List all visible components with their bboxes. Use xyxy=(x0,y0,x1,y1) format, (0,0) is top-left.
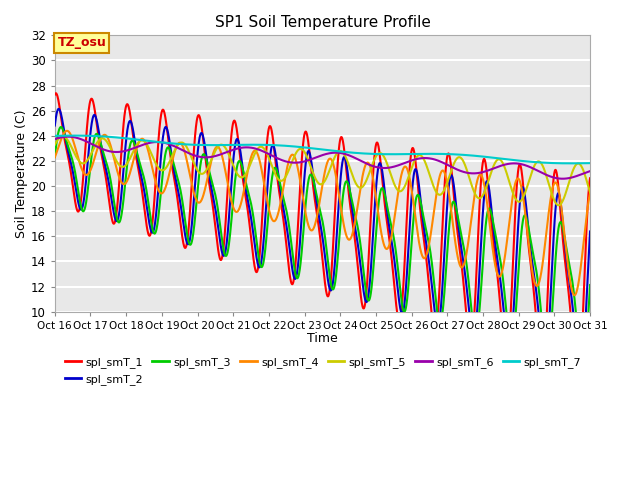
spl_smT_6 xyxy=(572,174,579,180)
spl_smT_2 xyxy=(54,106,62,112)
Line: spl_smT_2: spl_smT_2 xyxy=(55,109,590,372)
spl_smT_6 xyxy=(586,168,594,174)
spl_smT_3 xyxy=(579,365,587,371)
spl_smT_4 xyxy=(79,168,86,173)
spl_smT_4 xyxy=(571,292,579,298)
spl_smT_5 xyxy=(571,164,579,169)
Line: spl_smT_6: spl_smT_6 xyxy=(55,137,590,179)
spl_smT_2 xyxy=(312,190,319,195)
X-axis label: Time: Time xyxy=(307,332,338,345)
spl_smT_7 xyxy=(79,133,86,139)
Legend: spl_smT_1, spl_smT_2, spl_smT_3, spl_smT_4, spl_smT_5, spl_smT_6, spl_smT_7: spl_smT_1, spl_smT_2, spl_smT_3, spl_smT… xyxy=(60,353,586,389)
Text: TZ_osu: TZ_osu xyxy=(58,36,106,49)
spl_smT_1 xyxy=(571,362,579,368)
spl_smT_1 xyxy=(79,184,86,190)
spl_smT_2 xyxy=(51,123,59,129)
spl_smT_4 xyxy=(51,155,59,160)
spl_smT_1 xyxy=(51,92,59,97)
spl_smT_5 xyxy=(586,190,594,195)
spl_smT_1 xyxy=(571,359,579,365)
spl_smT_5 xyxy=(572,163,579,169)
spl_smT_6 xyxy=(298,159,305,165)
spl_smT_2 xyxy=(571,325,579,331)
spl_smT_2 xyxy=(298,222,305,228)
spl_smT_1 xyxy=(52,90,60,96)
spl_smT_3 xyxy=(586,282,594,288)
Line: spl_smT_7: spl_smT_7 xyxy=(55,136,590,163)
spl_smT_3 xyxy=(473,330,481,336)
spl_smT_4 xyxy=(586,190,594,196)
spl_smT_3 xyxy=(312,186,319,192)
spl_smT_1 xyxy=(586,175,594,181)
spl_smT_4 xyxy=(572,292,579,298)
spl_smT_4 xyxy=(473,181,481,187)
spl_smT_4 xyxy=(312,220,319,226)
spl_smT_7 xyxy=(586,160,594,166)
spl_smT_5 xyxy=(79,160,86,166)
Line: spl_smT_3: spl_smT_3 xyxy=(55,127,590,368)
spl_smT_4 xyxy=(63,128,71,134)
spl_smT_5 xyxy=(555,203,563,208)
spl_smT_7 xyxy=(298,144,305,150)
spl_smT_1 xyxy=(312,201,319,206)
spl_smT_3 xyxy=(298,255,305,261)
spl_smT_7 xyxy=(571,160,579,166)
spl_smT_5 xyxy=(59,133,67,139)
spl_smT_7 xyxy=(572,160,579,166)
spl_smT_5 xyxy=(51,142,59,147)
spl_smT_2 xyxy=(586,228,594,234)
spl_smT_6 xyxy=(79,137,86,143)
spl_smT_6 xyxy=(65,134,72,140)
Line: spl_smT_1: spl_smT_1 xyxy=(55,93,590,381)
spl_smT_6 xyxy=(51,136,59,142)
spl_smT_4 xyxy=(298,184,305,190)
Line: spl_smT_4: spl_smT_4 xyxy=(55,131,590,295)
spl_smT_6 xyxy=(473,170,481,176)
spl_smT_2 xyxy=(473,316,481,322)
spl_smT_3 xyxy=(571,296,579,302)
spl_smT_5 xyxy=(473,193,481,199)
spl_smT_3 xyxy=(51,154,59,160)
spl_smT_1 xyxy=(298,167,305,172)
spl_smT_5 xyxy=(312,176,319,181)
spl_smT_3 xyxy=(571,299,579,304)
spl_smT_1 xyxy=(574,378,582,384)
spl_smT_2 xyxy=(79,204,86,210)
spl_smT_7 xyxy=(71,133,79,139)
spl_smT_5 xyxy=(298,146,305,152)
spl_smT_7 xyxy=(473,153,481,159)
Y-axis label: Soil Temperature (C): Soil Temperature (C) xyxy=(15,109,28,238)
spl_smT_4 xyxy=(571,292,579,298)
spl_smT_7 xyxy=(566,160,574,166)
spl_smT_1 xyxy=(473,267,481,273)
spl_smT_2 xyxy=(571,323,579,328)
spl_smT_7 xyxy=(312,146,319,152)
Title: SP1 Soil Temperature Profile: SP1 Soil Temperature Profile xyxy=(214,15,430,30)
spl_smT_3 xyxy=(57,124,65,130)
spl_smT_3 xyxy=(79,208,86,214)
spl_smT_2 xyxy=(577,369,584,374)
spl_smT_6 xyxy=(312,155,319,161)
spl_smT_6 xyxy=(571,174,579,180)
Line: spl_smT_5: spl_smT_5 xyxy=(55,136,590,205)
spl_smT_6 xyxy=(559,176,566,181)
spl_smT_7 xyxy=(51,133,59,139)
